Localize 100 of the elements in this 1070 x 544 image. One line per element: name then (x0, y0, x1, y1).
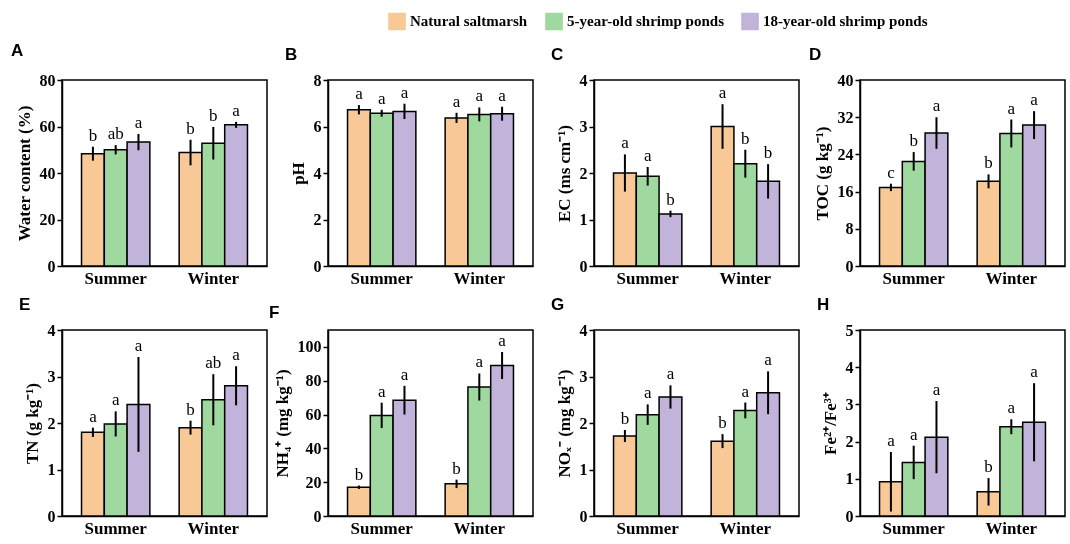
data-label: b (763, 143, 773, 163)
y-tick-label: 8 (845, 220, 854, 238)
y-tick-label: 100 (297, 338, 322, 356)
data-label: b (186, 399, 195, 419)
y-tick-label: 0 (579, 507, 588, 525)
y-tick-label: 2 (845, 433, 854, 451)
y-axis-title: Water content (%) (14, 105, 34, 242)
data-label: a (89, 406, 98, 426)
data-label: a (355, 84, 364, 104)
y-axis-title: pH (288, 162, 308, 185)
y-tick-label: 0 (845, 257, 854, 275)
chart-title: F (269, 303, 280, 322)
data-label: a (932, 380, 941, 400)
data-label: a (475, 86, 484, 106)
y-tick-label: 4 (313, 164, 322, 182)
y-tick-label: 6 (313, 118, 322, 135)
y-tick-label: 4 (579, 71, 588, 89)
data-label: a (498, 330, 507, 350)
x-tick-label: Summer (84, 268, 148, 288)
data-label: a (134, 112, 143, 132)
data-label: a (909, 424, 918, 444)
y-tick-label: 1 (579, 211, 588, 228)
x-tick-label: Summer (84, 518, 148, 538)
data-label: a (932, 96, 941, 116)
data-label: a (764, 350, 773, 370)
data-label: b (984, 153, 993, 173)
legend-label: 18-year-old shrimp ponds (763, 13, 928, 30)
y-tick-label: 20 (39, 211, 56, 228)
chart-title: D (809, 45, 822, 64)
y-tick-label: 0 (47, 507, 56, 525)
data-label: a (1007, 98, 1016, 118)
y-tick-label: 0 (313, 507, 322, 525)
chart-title: A (11, 41, 24, 60)
data-label: a (643, 145, 652, 165)
data-label: b (741, 128, 750, 148)
y-tick-label: 1 (47, 461, 56, 478)
x-tick-label: Winter (985, 518, 1038, 538)
x-tick-label: Summer (616, 518, 680, 538)
x-tick-label: Winter (719, 268, 772, 288)
data-label: a (134, 335, 143, 355)
y-axis-title: TN (g kg⁻¹) (22, 383, 42, 464)
x-tick-label: Winter (719, 518, 772, 538)
y-tick-label: 3 (47, 368, 56, 385)
y-tick-label: 80 (39, 71, 56, 89)
y-tick-label: 8 (313, 71, 322, 89)
data-label: a (377, 88, 386, 108)
data-label: a (887, 431, 896, 451)
x-tick-label: Summer (350, 518, 414, 538)
chart-title: E (19, 295, 31, 314)
y-tick-label: 4 (579, 321, 588, 339)
data-label: a (232, 100, 241, 120)
data-label: a (475, 352, 484, 372)
data-label: b (452, 458, 461, 478)
data-label: a (1030, 362, 1039, 382)
data-label: b (209, 105, 218, 125)
y-axis-title: NH₄⁺ (mg kg⁻¹) (272, 369, 292, 478)
y-tick-label: 3 (579, 368, 588, 385)
y-tick-label: 32 (837, 108, 854, 126)
y-tick-label: 1 (579, 461, 588, 478)
y-tick-label: 4 (47, 321, 56, 339)
x-tick-label: Summer (882, 268, 946, 288)
data-label: b (354, 464, 364, 484)
y-tick-label: 40 (39, 164, 56, 182)
legend-label: 5-year-old shrimp ponds (567, 13, 725, 30)
y-tick-label: 20 (305, 473, 322, 491)
y-tick-label: 2 (47, 414, 56, 432)
legend-label: Natural saltmarsh (410, 13, 528, 30)
x-tick-label: Winter (453, 268, 506, 288)
data-label: a (643, 383, 652, 403)
y-tick-label: 80 (305, 372, 322, 390)
data-label: a (452, 91, 461, 111)
data-label: a (498, 85, 507, 105)
y-tick-label: 0 (845, 507, 854, 525)
y-tick-label: 0 (313, 257, 322, 275)
data-label: b (718, 413, 727, 433)
x-tick-label: Summer (616, 268, 680, 288)
y-tick-label: 60 (39, 118, 56, 135)
data-label: c (887, 162, 896, 182)
y-tick-label: 1 (845, 470, 854, 488)
x-tick-label: Winter (187, 518, 240, 538)
data-label: b (186, 118, 195, 138)
y-tick-label: 40 (837, 71, 854, 89)
y-tick-label: 4 (845, 358, 854, 376)
y-tick-label: 0 (579, 257, 588, 275)
data-label: a (741, 381, 750, 401)
chart-title: G (551, 295, 565, 314)
y-tick-label: 60 (305, 406, 322, 424)
x-tick-label: Winter (187, 268, 240, 288)
data-label: a (377, 381, 386, 401)
data-label: a (718, 83, 727, 103)
data-label: ab (205, 353, 222, 373)
x-tick-label: Summer (882, 518, 946, 538)
y-tick-label: 40 (305, 439, 322, 457)
x-tick-label: Winter (985, 268, 1038, 288)
y-tick-label: 5 (845, 321, 854, 339)
data-label: ab (107, 124, 124, 144)
y-axis-title: Fe²⁺/Fe³⁺ (820, 392, 840, 455)
data-label: a (232, 345, 241, 365)
data-label: a (111, 390, 120, 410)
y-tick-label: 3 (845, 395, 854, 413)
